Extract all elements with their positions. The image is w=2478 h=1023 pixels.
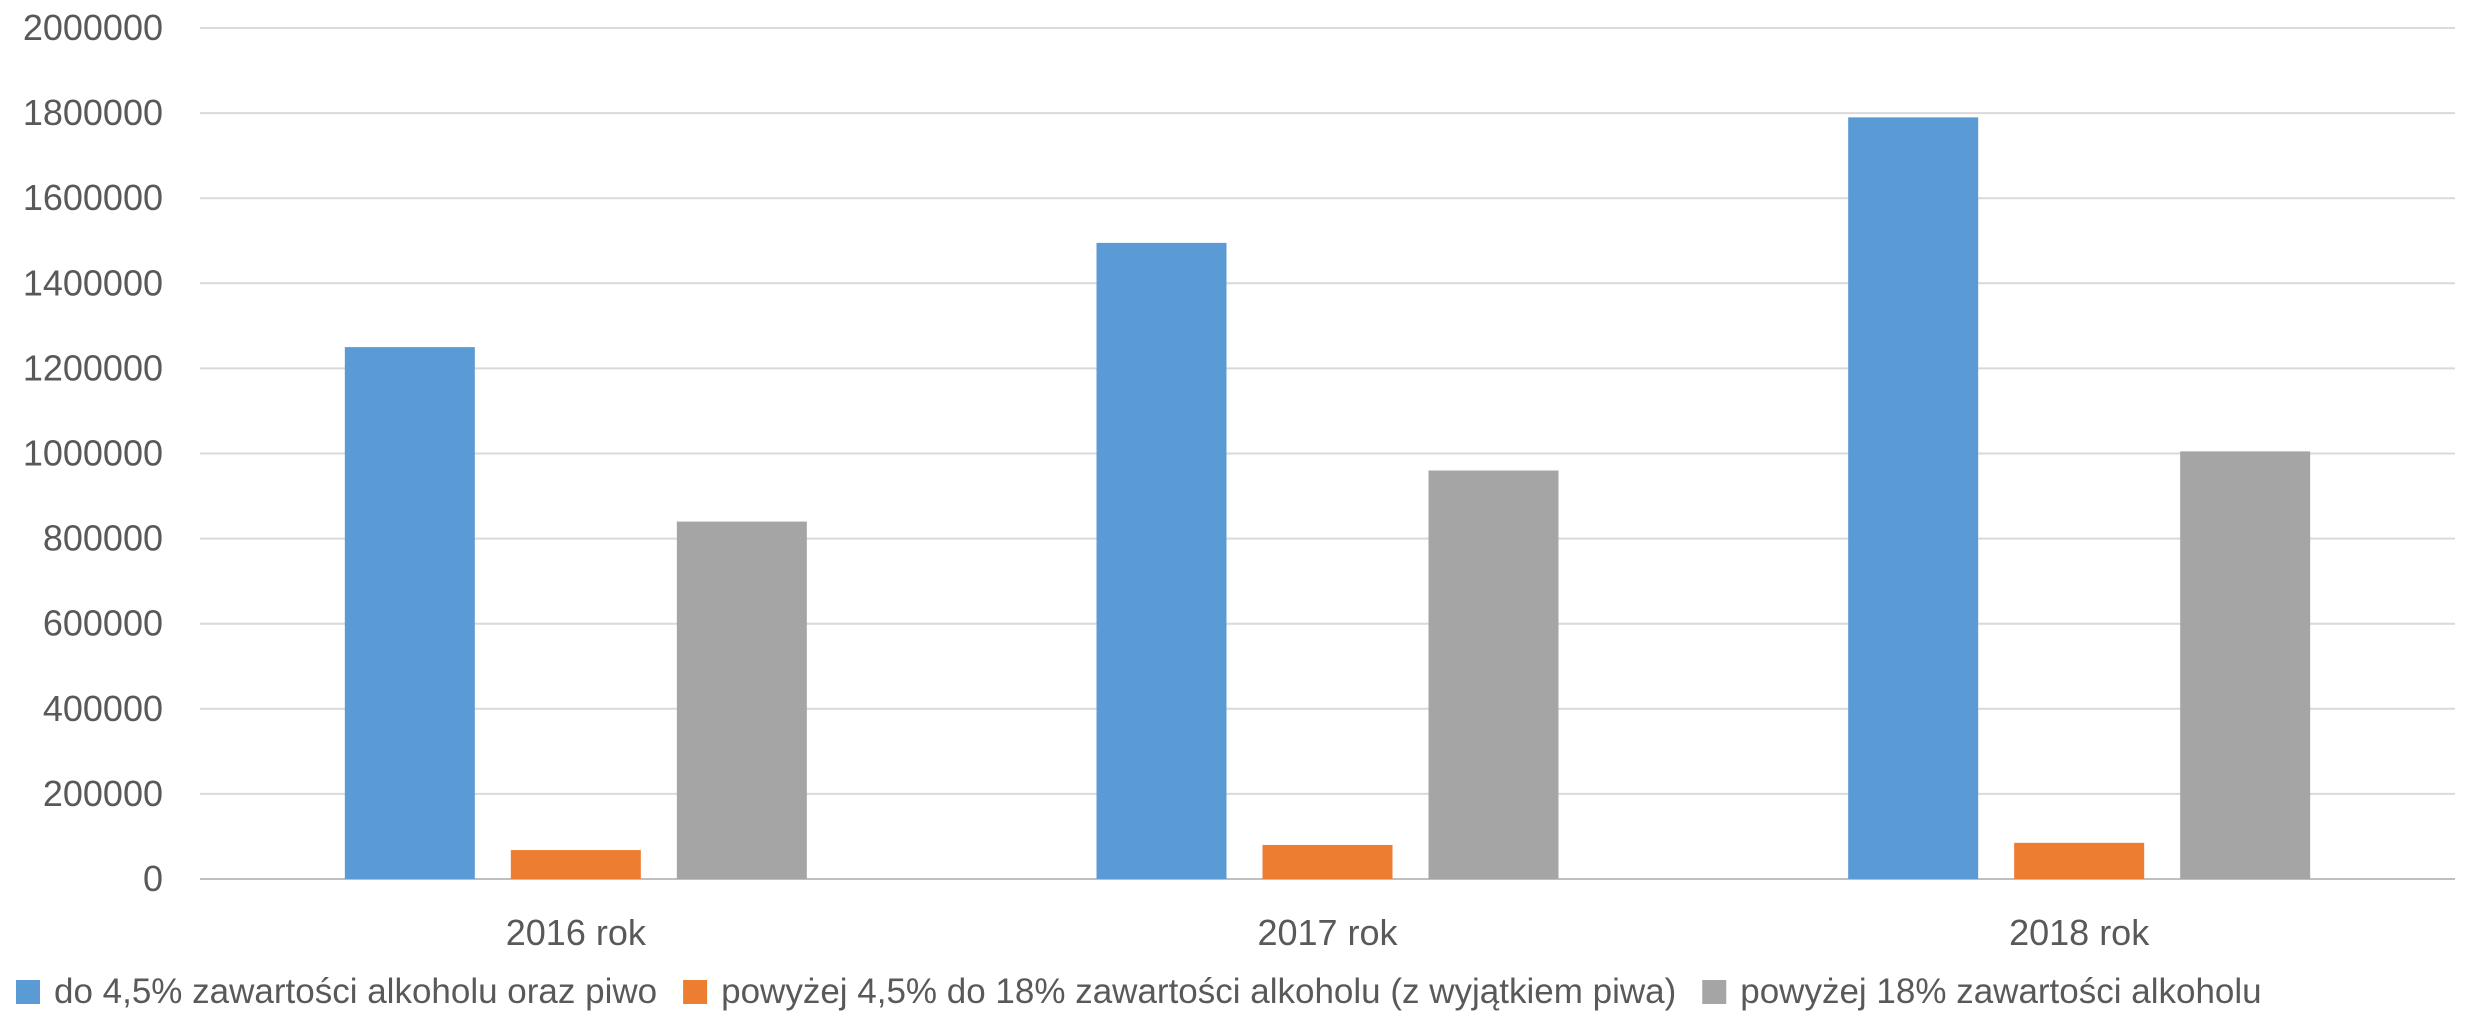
- legend-marker-series-1: [16, 980, 40, 1004]
- legend: do 4,5% zawartości alkoholu oraz piwo pow…: [16, 972, 2262, 1011]
- gridlines: [200, 27, 2455, 880]
- y-tick-label: 1800000: [23, 92, 163, 133]
- bar-series-1-2: [1096, 242, 1227, 879]
- y-tick-label: 1200000: [23, 347, 163, 388]
- y-tick-label: 1000000: [23, 433, 163, 474]
- y-tick-label: 800000: [43, 518, 163, 559]
- legend-label-series-3: powyżej 18% zawartości alkoholu: [1740, 972, 2261, 1011]
- y-tick-label: 1400000: [23, 262, 163, 303]
- y-tick-label: 1600000: [23, 177, 163, 218]
- x-axis: 2016 rok 2017 rok 2018 rok: [506, 912, 2150, 953]
- y-tick-label: 0: [143, 858, 163, 899]
- bars: [344, 117, 2311, 880]
- legend-marker-series-3: [1702, 980, 1727, 1004]
- y-axis: 0 200000 400000 600000 800000 1000000 1200000 1…: [23, 7, 163, 899]
- bar-series-2-3: [2014, 842, 2145, 879]
- bar-series-2-2: [1262, 844, 1393, 879]
- bar-series-3-1: [676, 521, 807, 879]
- bar-series-1-3: [1848, 117, 1979, 880]
- bar-series-3-2: [1428, 470, 1559, 879]
- bar-series-1-1: [344, 347, 475, 879]
- bar-series-2-1: [510, 850, 641, 879]
- y-tick-label: 600000: [43, 603, 163, 644]
- legend-marker-series-2: [683, 980, 708, 1004]
- y-tick-label: 400000: [43, 688, 163, 729]
- y-tick-label: 200000: [43, 773, 163, 814]
- bar-series-3-3: [2180, 451, 2311, 879]
- x-tick-label: 2016 rok: [506, 912, 647, 953]
- x-tick-label: 2018 rok: [2009, 912, 2150, 953]
- x-tick-label: 2017 rok: [1257, 912, 1398, 953]
- y-tick-label: 2000000: [23, 7, 163, 48]
- legend-label-series-2: powyżej 4,5% do 18% zawartości alkoholu …: [721, 972, 1676, 1011]
- legend-label-series-1: do 4,5% zawartości alkoholu oraz piwo: [54, 972, 657, 1011]
